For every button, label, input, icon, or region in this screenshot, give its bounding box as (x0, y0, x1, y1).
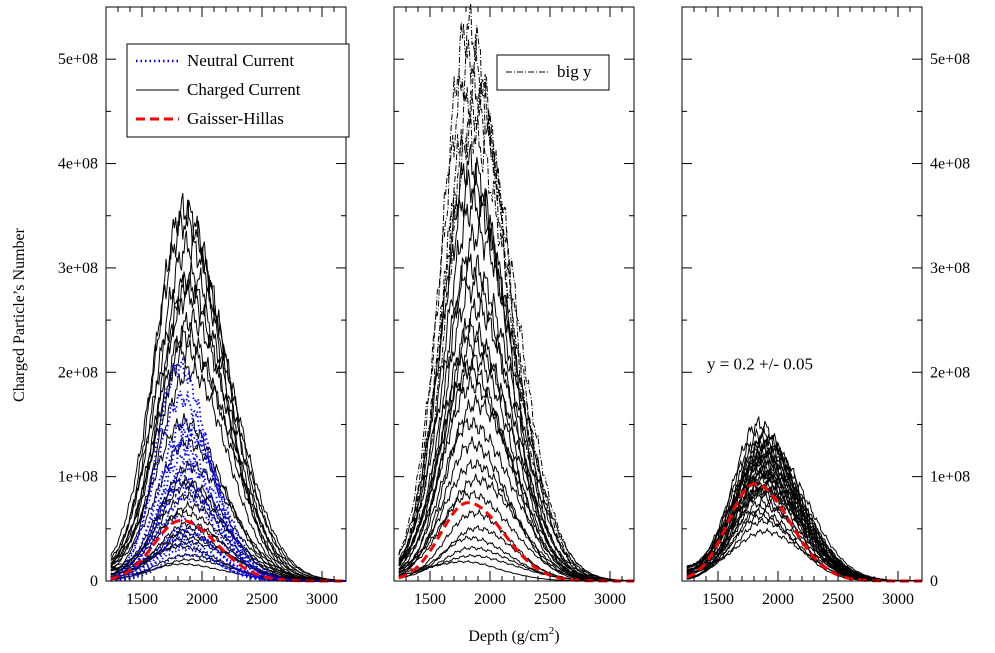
series-line (686, 488, 922, 582)
series-line (398, 115, 634, 582)
series-line (398, 501, 634, 583)
y-tick-label: 1e+08 (930, 469, 970, 486)
panel-left: 1500 2000 2500 3000 0 1e+08 2e+08 3e+08 4e+08 5e+… (58, 6, 350, 608)
y-tick-label: 4e+08 (58, 156, 98, 173)
series-line (398, 524, 634, 582)
chart-panels: 1500 2000 2500 3000 0 1e+08 2e+08 3e+08 4e+08 5e+… (58, 3, 970, 608)
y-axis-title: Charged Particle’s Number (11, 227, 28, 402)
y-tick-label: 4e+08 (930, 156, 970, 173)
series-line (398, 66, 634, 582)
legend-box (496, 54, 610, 91)
legend-label: big y (557, 62, 592, 81)
series-line (110, 339, 347, 582)
x-tick-label: 3000 (306, 591, 338, 608)
series-line (398, 416, 634, 582)
x-axis-title-main: Depth (g/cm (468, 628, 549, 645)
panel-right: 1500 2000 2500 3000 0 1e+08 2e+08 3e+08 4e+08 5e+… (681, 6, 970, 608)
x-tick-label: 1500 (702, 591, 734, 608)
series-group (110, 193, 347, 583)
x-tick-label: 2500 (246, 591, 278, 608)
y-tick-label: 2e+08 (930, 364, 970, 381)
series-line (110, 199, 346, 582)
series-line (110, 230, 347, 582)
x-tick-label: 2500 (822, 591, 854, 608)
series-group (398, 3, 635, 583)
y-tick-label: 0 (90, 573, 98, 590)
series-line (110, 193, 346, 582)
series-line (110, 355, 346, 582)
x-axis-title-superscript: 2 (549, 625, 555, 637)
series-line (110, 552, 346, 582)
x-axis-title: Depth (g/cm2) (468, 625, 559, 645)
series-line (110, 450, 346, 582)
series-line (398, 489, 635, 582)
panel-middle: 1500 2000 2500 3000 big y (393, 3, 635, 608)
x-tick-label: 2500 (534, 591, 566, 608)
y-tick-label: 2e+08 (58, 364, 98, 381)
x-tick-label: 2000 (186, 591, 218, 608)
x-tick-label: 3000 (594, 591, 626, 608)
y-tick-label: 0 (930, 573, 938, 590)
panel-annotation: y = 0.2 +/- 0.05 (707, 354, 813, 373)
series-line (398, 216, 635, 582)
x-tick-label: 2000 (474, 591, 506, 608)
y-tick-label: 1e+08 (58, 469, 98, 486)
series-line (686, 482, 922, 583)
legend-label: Charged Current (187, 80, 301, 99)
series-line (110, 536, 346, 582)
series-line (110, 414, 346, 582)
y-tick-label: 5e+08 (930, 51, 970, 68)
x-tick-label: 1500 (126, 591, 158, 608)
series-line (398, 253, 634, 582)
series-line (110, 271, 346, 581)
y-tick-label: 3e+08 (930, 260, 970, 277)
x-tick-label: 1500 (414, 591, 446, 608)
legend-label: Gaisser-Hillas (187, 109, 284, 128)
x-tick-label: 2000 (762, 591, 794, 608)
y-tick-label: 3e+08 (58, 260, 98, 277)
legend-label: Neutral Current (187, 51, 294, 70)
series-group (686, 415, 923, 583)
x-tick-label: 3000 (882, 591, 914, 608)
y-tick-label: 5e+08 (58, 51, 98, 68)
x-axis-title-end: ) (554, 628, 559, 645)
